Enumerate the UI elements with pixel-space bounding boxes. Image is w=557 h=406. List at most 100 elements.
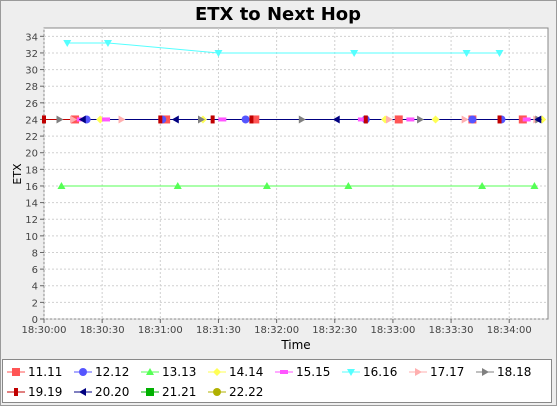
legend-item-20-20: 20.20 <box>74 385 141 399</box>
legend-swatch <box>141 368 159 375</box>
legend-label: 20.20 <box>95 385 130 399</box>
y-tick-label: 34 <box>25 32 38 43</box>
x-tick-label: 18:33:00 <box>370 325 415 336</box>
data-point-17-17 <box>118 115 126 124</box>
x-tick-label: 18:30:30 <box>80 325 125 336</box>
data-point-20-20 <box>78 115 86 124</box>
legend-swatch <box>74 388 92 396</box>
y-tick-label: 24 <box>25 115 38 126</box>
legend-swatch-marker <box>146 368 154 375</box>
y-tick-label: 32 <box>25 49 38 60</box>
legend-swatch <box>409 368 427 376</box>
data-point-11-11 <box>251 115 260 124</box>
legend-label: 19.19 <box>28 385 63 399</box>
y-tick-label: 16 <box>25 182 38 193</box>
legend-item-16-16: 16.16 <box>342 365 409 379</box>
data-point-12-12 <box>468 115 477 124</box>
data-point-19-19 <box>210 115 215 124</box>
data-point-18-18 <box>417 115 425 124</box>
legend-row: 11.11 12.12 13.13 14.14 15.15 16.16 17.17 18.18 <box>7 362 543 382</box>
data-point-20-20 <box>332 115 340 124</box>
legend-swatch-marker <box>79 368 87 376</box>
data-point-15-15 <box>522 117 531 122</box>
data-point-16-16 <box>350 49 359 57</box>
legend-label: 15.15 <box>296 365 331 379</box>
legend-swatch <box>208 388 226 396</box>
legend-label: 17.17 <box>430 365 465 379</box>
legend-swatch-marker <box>280 370 288 374</box>
legend-swatch-marker <box>482 368 489 376</box>
data-point-17-17 <box>70 115 78 124</box>
legend-label: 14.14 <box>229 365 264 379</box>
data-point-15-15 <box>102 117 111 122</box>
data-point-16-16 <box>214 49 223 57</box>
legend-swatch-marker <box>415 368 422 376</box>
data-point-17-17 <box>461 115 469 124</box>
legend-swatch-marker <box>213 368 221 376</box>
legend-swatch <box>7 388 25 396</box>
legend-swatch <box>208 368 226 376</box>
chart-legend: 11.11 12.12 13.13 14.14 15.15 16.16 17.17 18.18… <box>2 359 552 403</box>
data-point-14-14 <box>431 115 440 124</box>
legend-swatch-marker <box>79 388 86 396</box>
legend-swatch <box>74 368 92 376</box>
x-tick-label: 18:32:30 <box>312 325 357 336</box>
data-point-20-20 <box>534 115 542 124</box>
x-tick-label: 18:32:00 <box>254 325 299 336</box>
data-point-13-13 <box>344 181 353 189</box>
legend-item-18-18: 18.18 <box>476 365 543 379</box>
data-point-13-13 <box>57 181 66 189</box>
legend-label: 13.13 <box>162 365 197 379</box>
x-tick-label: 18:31:30 <box>196 325 241 336</box>
data-point-17-17 <box>386 115 394 124</box>
data-point-19-19 <box>42 115 46 124</box>
chart-title: ETX to Next Hop <box>195 4 361 25</box>
legend-swatch-marker <box>146 388 154 396</box>
legend-swatch <box>342 369 360 376</box>
y-tick-label: 6 <box>32 265 38 276</box>
data-point-19-19 <box>249 115 254 124</box>
series-markers <box>42 39 547 189</box>
legend-swatch-marker <box>12 368 20 376</box>
legend-row: 19.19 20.20 21.21 22.22 <box>7 382 275 402</box>
legend-label: 12.12 <box>95 365 130 379</box>
legend-item-22-22: 22.22 <box>208 385 275 399</box>
y-tick-label: 20 <box>25 149 38 160</box>
x-tick-label: 18:34:00 <box>487 325 532 336</box>
data-point-13-13 <box>173 181 182 189</box>
legend-item-12-12: 12.12 <box>74 365 141 379</box>
legend-item-11-11: 11.11 <box>7 365 74 379</box>
legend-item-14-14: 14.14 <box>208 365 275 379</box>
x-tick-label: 18:30:00 <box>22 325 67 336</box>
x-axis: 18:30:00 18:30:30 18:31:00 18:31:30 18:32:00… <box>22 319 532 336</box>
legend-item-15-15: 15.15 <box>275 365 342 379</box>
data-point-13-13 <box>478 181 487 189</box>
data-point-11-11 <box>394 115 403 124</box>
legend-label: 16.16 <box>363 365 398 379</box>
data-point-15-15 <box>218 117 227 122</box>
legend-item-13-13: 13.13 <box>141 365 208 379</box>
y-tick-label: 30 <box>25 66 38 77</box>
data-point-15-15 <box>357 117 366 122</box>
y-tick-label: 0 <box>32 315 38 326</box>
data-point-16-16 <box>495 49 504 57</box>
legend-label: 21.21 <box>162 385 197 399</box>
y-tick-label: 10 <box>25 232 38 243</box>
data-point-20-20 <box>171 115 179 124</box>
legend-item-21-21: 21.21 <box>141 385 208 399</box>
legend-label: 18.18 <box>497 365 532 379</box>
data-point-18-18 <box>56 115 64 124</box>
y-tick-label: 28 <box>25 82 38 93</box>
legend-label: 22.22 <box>229 385 264 399</box>
data-point-18-18 <box>198 115 206 124</box>
x-tick-label: 18:33:30 <box>429 325 474 336</box>
legend-swatch <box>476 368 494 376</box>
legend-label: 11.11 <box>28 365 63 379</box>
y-tick-label: 14 <box>25 199 38 210</box>
plot-area <box>43 27 549 320</box>
data-point-19-19 <box>497 115 502 124</box>
legend-item-19-19: 19.19 <box>7 385 74 399</box>
legend-swatch <box>275 370 293 374</box>
y-tick-label: 18 <box>25 165 38 176</box>
